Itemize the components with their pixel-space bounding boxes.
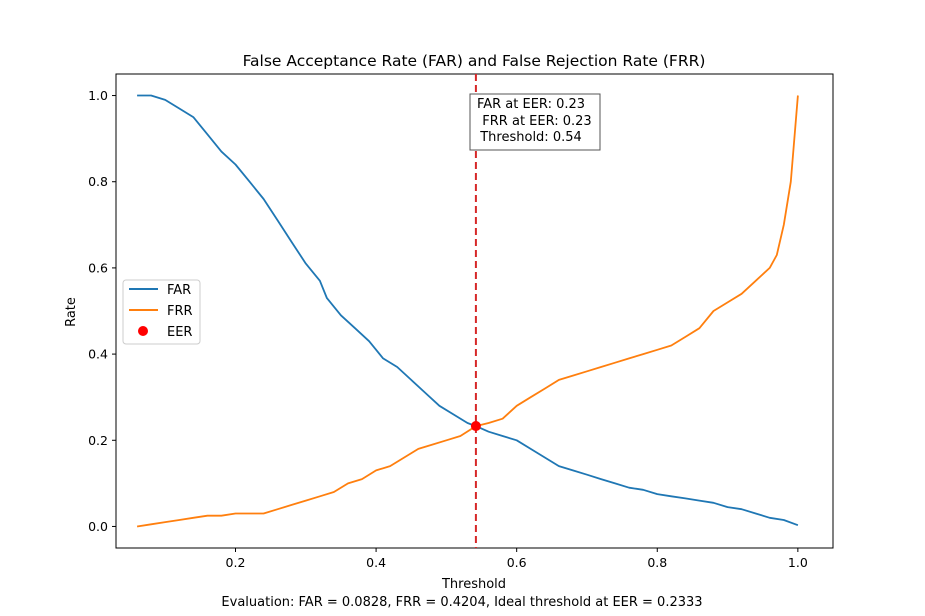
annotation-threshold: Threshold: 0.54 (479, 130, 582, 145)
y-tick-label: 1.0 (88, 88, 108, 103)
far-line (137, 94, 799, 527)
series-layer (136, 94, 799, 528)
annotation-frr: FRR at EER: 0.23 (482, 114, 591, 129)
x-tick-label: 0.6 (507, 555, 527, 570)
chart-title: False Acceptance Rate (FAR) and False Re… (243, 52, 706, 70)
plot-area: 0.2 0.4 0.6 0.8 1.0 0.0 0.2 0.4 0.6 0.8 1.0 FAR a… (88, 73, 834, 570)
legend: FAR FRR EER (122, 279, 201, 345)
legend-frr-label: FRR (167, 304, 193, 319)
y-tick-label: 0.8 (88, 174, 108, 189)
y-tick-label: 0.6 (88, 260, 108, 275)
x-tick-label: 0.4 (366, 555, 386, 570)
x-tick-label: 0.8 (647, 555, 667, 570)
y-tick-label: 0.4 (88, 347, 108, 362)
x-tick-label: 1.0 (788, 555, 808, 570)
y-tick-label: 0.2 (88, 433, 108, 448)
annotation-far: FAR at EER: 0.23 (477, 97, 585, 112)
x-axis: 0.2 0.4 0.6 0.8 1.0 (226, 548, 808, 570)
y-tick-label: 0.0 (88, 519, 108, 534)
annotation-frame (469, 93, 601, 151)
eer-point (470, 421, 481, 432)
plot-frame (115, 73, 834, 549)
legend-eer-swatch (138, 326, 148, 336)
x-axis-label: Threshold (441, 577, 506, 592)
y-axis-label: Rate (64, 297, 79, 327)
y-axis: 0.0 0.2 0.4 0.6 0.8 1.0 (88, 88, 116, 534)
frr-line (136, 95, 799, 528)
eer-annotation-box: FAR at EER: 0.23 FRR at EER: 0.23 Thresh… (469, 93, 601, 151)
legend-far-label: FAR (167, 283, 191, 298)
x-tick-label: 0.2 (226, 555, 246, 570)
evaluation-footer: Evaluation: FAR = 0.0828, FRR = 0.4204, … (221, 595, 702, 610)
legend-eer-label: EER (167, 325, 192, 340)
